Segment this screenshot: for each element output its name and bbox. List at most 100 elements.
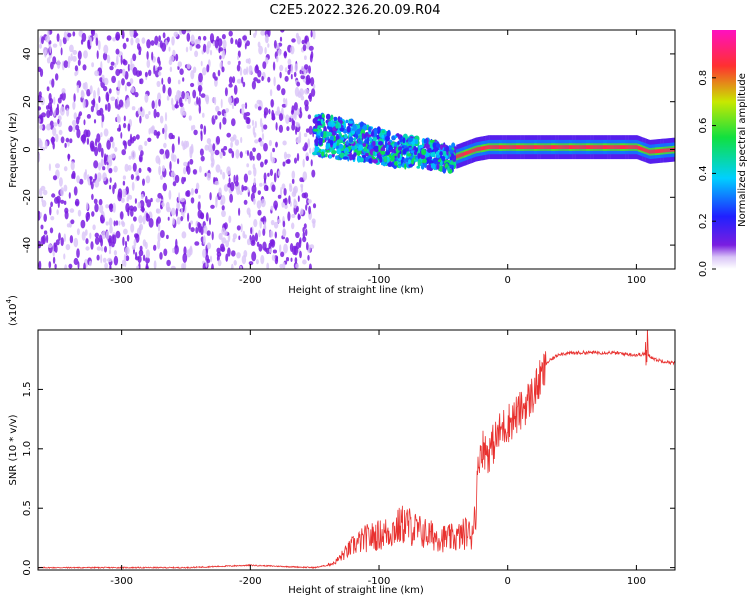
spectrogram-track-mark bbox=[541, 145, 543, 149]
spectrogram-noise-mark bbox=[61, 88, 66, 94]
spectrogram-noise-mark bbox=[145, 249, 150, 259]
spectrogram-signal-mark bbox=[331, 150, 337, 155]
spectrogram-noise-mark bbox=[234, 139, 240, 146]
spectrogram-signal-mark bbox=[407, 137, 413, 142]
spectrogram-y-label: Frequency (Hz) bbox=[8, 112, 19, 188]
spectrogram-signal-mark bbox=[385, 135, 390, 142]
spectrogram-noise-mark bbox=[91, 145, 96, 152]
spectrogram-noise-mark bbox=[243, 199, 248, 205]
spectrogram-noise-mark bbox=[122, 68, 126, 77]
spectrogram-noise-mark bbox=[253, 219, 258, 228]
spectrogram-noise-mark bbox=[39, 43, 42, 49]
spectrogram-noise-mark bbox=[123, 253, 127, 263]
spectrogram-noise-mark bbox=[55, 239, 60, 246]
spectrogram-noise-mark bbox=[243, 173, 248, 183]
spectrogram-noise-mark bbox=[262, 228, 266, 236]
spectrogram-noise-mark bbox=[56, 195, 61, 204]
spectrogram-noise-mark bbox=[100, 254, 103, 264]
spectrogram-noise-mark bbox=[286, 126, 290, 132]
spectrogram-track-mark bbox=[470, 149, 472, 154]
spectrogram-noise-mark bbox=[71, 173, 74, 179]
spectrogram-signal-mark bbox=[383, 157, 388, 163]
spectrogram-noise-mark bbox=[289, 185, 293, 192]
spectrogram-noise-mark bbox=[124, 103, 127, 108]
spectrogram-signal-mark bbox=[403, 158, 407, 162]
spectrogram-track-mark bbox=[571, 145, 573, 149]
spectrogram-noise-mark bbox=[146, 51, 149, 60]
spectrogram-noise-mark bbox=[76, 228, 80, 236]
spectrogram-noise-mark bbox=[176, 216, 181, 225]
spectrogram-track-mark bbox=[544, 145, 547, 149]
spectrogram-signal-mark bbox=[357, 124, 361, 129]
spectrogram-noise-mark bbox=[90, 105, 94, 113]
spectrogram-noise-mark bbox=[267, 76, 271, 83]
spectrogram-signal-mark bbox=[374, 130, 378, 135]
spectrogram-noise-mark bbox=[189, 158, 194, 165]
spectrogram-noise-mark bbox=[287, 58, 292, 66]
spectrogram-noise-mark bbox=[133, 32, 139, 37]
spectrogram-noise-mark bbox=[310, 77, 315, 87]
spectrogram-noise-mark bbox=[236, 225, 241, 231]
spectrogram-noise-mark bbox=[40, 224, 44, 230]
spectrogram-noise-mark bbox=[271, 156, 276, 164]
spectrogram-track-mark bbox=[504, 145, 506, 149]
spectrogram-noise-mark bbox=[96, 109, 102, 116]
spectrogram-noise-mark bbox=[175, 208, 178, 217]
spectrogram-track-mark bbox=[561, 145, 563, 149]
colorbar-tick-label: 0.8 bbox=[698, 70, 709, 86]
spectrogram-noise-mark bbox=[186, 32, 191, 42]
spectrogram-track-mark bbox=[609, 145, 611, 149]
spectrogram-signal-mark bbox=[379, 156, 383, 163]
spectrogram-noise-mark bbox=[148, 69, 152, 77]
spectrogram-signal-mark bbox=[339, 120, 343, 124]
spectrogram-noise-mark bbox=[222, 39, 227, 50]
spectrogram-noise-mark bbox=[130, 223, 135, 233]
spectrogram-noise-mark bbox=[85, 238, 89, 245]
spectrogram-noise-mark bbox=[196, 96, 199, 105]
spectrogram-noise-mark bbox=[294, 257, 298, 264]
spectrogram-signal-mark bbox=[363, 147, 368, 152]
spectrogram-noise-mark bbox=[68, 192, 71, 199]
snr-x-tick-label: -100 bbox=[368, 576, 391, 587]
spectrogram-noise-mark bbox=[246, 163, 250, 168]
spectrogram-noise-mark bbox=[308, 205, 311, 215]
spectrogram-noise-mark bbox=[217, 259, 222, 267]
spectrogram-track-mark bbox=[612, 145, 614, 149]
spectrogram-noise-mark bbox=[49, 43, 52, 54]
spectrogram-track-mark bbox=[521, 145, 523, 149]
spectrogram-noise-mark bbox=[312, 220, 316, 229]
spectrogram-noise-mark bbox=[192, 124, 196, 130]
spectrogram-noise-mark bbox=[65, 137, 70, 143]
spectrogram-track-mark bbox=[662, 148, 664, 153]
spectrogram-noise-mark bbox=[212, 143, 216, 152]
spectrogram-noise-mark bbox=[58, 177, 63, 187]
spectrogram-noise-mark bbox=[225, 108, 230, 113]
spectrogram-noise-mark bbox=[243, 68, 247, 76]
spectrogram-noise-mark bbox=[148, 167, 152, 173]
snr-x-tick-label: 100 bbox=[627, 576, 646, 587]
spectrogram-noise-mark bbox=[180, 207, 183, 216]
spectrogram-noise-mark bbox=[73, 112, 78, 120]
spectrogram-signal-mark bbox=[439, 165, 443, 172]
spectrogram-noise-mark bbox=[277, 219, 281, 224]
spectrogram-noise-mark bbox=[273, 221, 279, 229]
spectrogram-noise-mark bbox=[200, 60, 203, 67]
spectrogram-noise-mark bbox=[259, 140, 264, 147]
spectrogram-noise-mark bbox=[222, 151, 226, 157]
spectrogram-noise-mark bbox=[98, 40, 101, 51]
spectrogram-track-mark bbox=[484, 146, 486, 150]
spectrogram-signal-mark bbox=[329, 140, 334, 146]
spectrogram-noise-mark bbox=[300, 95, 305, 101]
spectrogram-noise-mark bbox=[73, 93, 76, 102]
spectrogram-track-mark bbox=[622, 145, 624, 149]
spectrogram-noise-mark bbox=[234, 181, 239, 187]
spectrogram-noise-mark bbox=[307, 199, 312, 204]
spectrogram-noise-mark bbox=[137, 255, 142, 263]
spectrogram-track-mark bbox=[579, 145, 582, 149]
spectrogram-track-mark bbox=[513, 145, 516, 149]
spectrogram-noise-mark bbox=[124, 140, 127, 150]
spectrogram-noise-mark bbox=[302, 231, 306, 239]
spectrogram-signal-mark bbox=[355, 129, 361, 135]
spectrogram-noise-mark bbox=[162, 32, 166, 39]
spectrogram-noise-mark bbox=[67, 61, 71, 69]
